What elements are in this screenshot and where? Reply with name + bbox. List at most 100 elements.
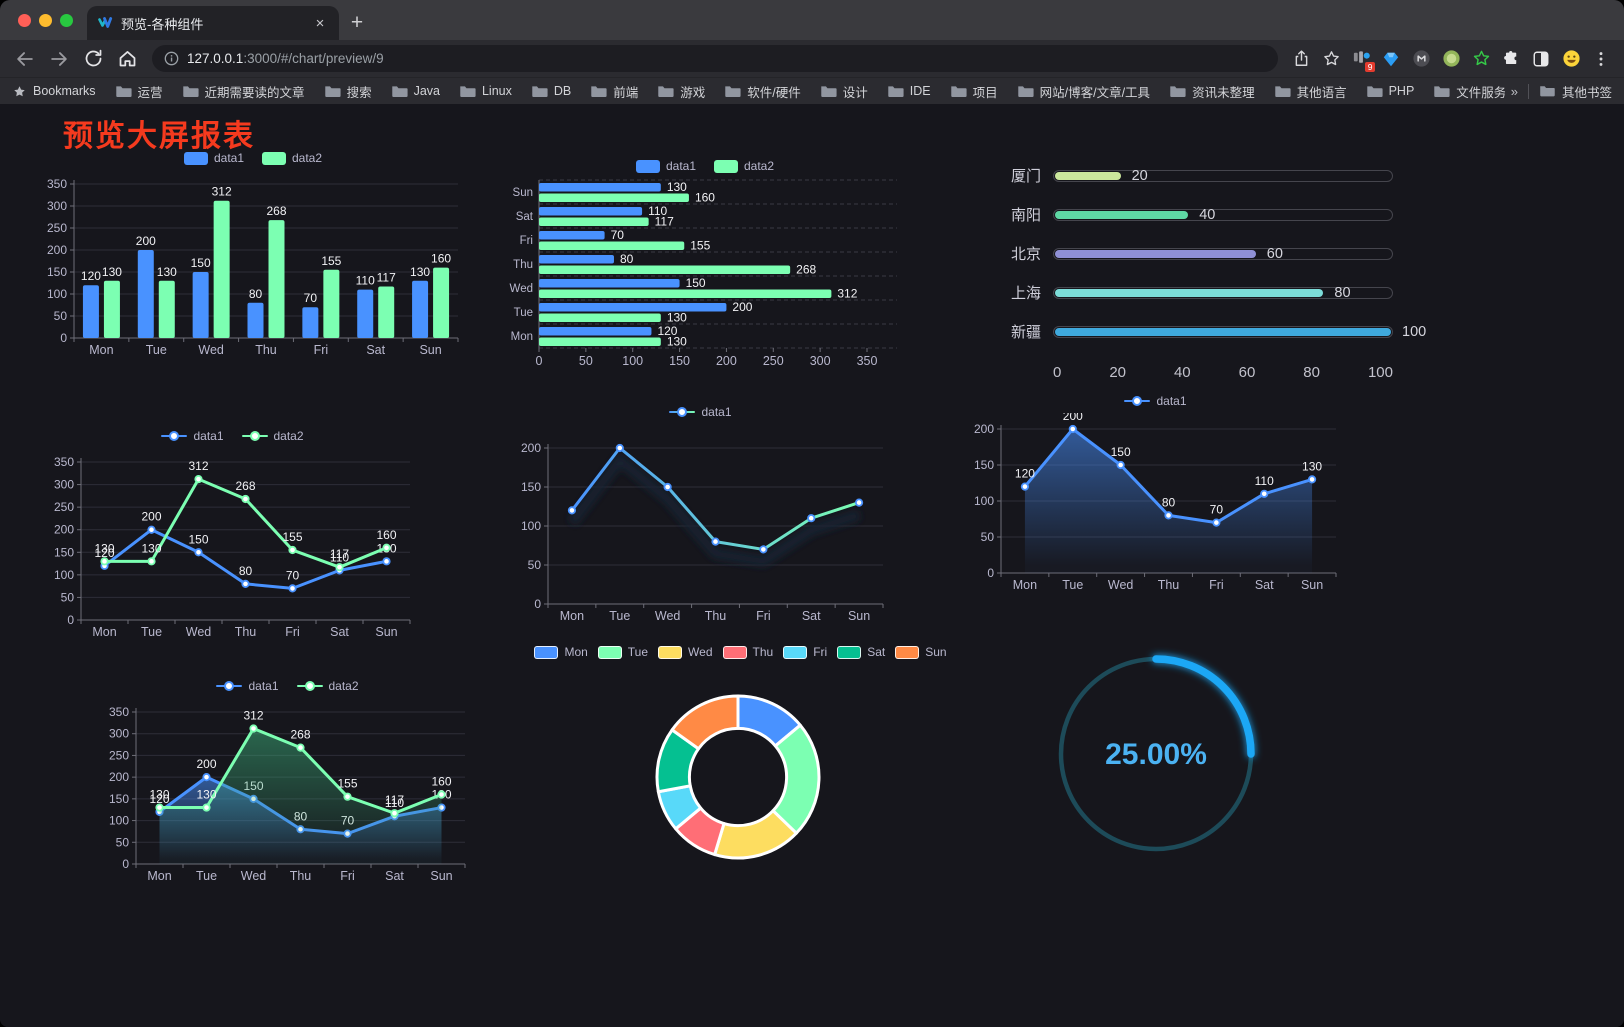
- chart-donut[interactable]: Mon Tue Wed Thu Fri Sat Sun: [534, 642, 947, 882]
- bookmark-folder[interactable]: 软件/硬件: [724, 82, 801, 101]
- chart-ring-progress[interactable]: 25.00%: [1048, 646, 1264, 862]
- progress-row[interactable]: 新疆 100: [995, 312, 1426, 351]
- svg-text:300: 300: [54, 478, 74, 492]
- close-window-button[interactable]: [18, 13, 31, 27]
- chart-area-double[interactable]: data1 data2 0 50 100 150 200 250 300 350 Mon Tue We…: [100, 676, 475, 890]
- emoji-extension-icon[interactable]: [1556, 44, 1586, 74]
- svg-text:Tue: Tue: [196, 869, 217, 883]
- extension-gem-icon[interactable]: [1376, 44, 1406, 74]
- legend-swatch: [296, 680, 323, 692]
- svg-text:130: 130: [94, 541, 114, 555]
- bookmark-folder[interactable]: 前端: [590, 82, 638, 101]
- legend-item[interactable]: Mon: [534, 645, 588, 659]
- chart-grouped-bar[interactable]: data1 data2 0 50 100 150 200 250 300 350 Mon Tue We…: [38, 148, 468, 362]
- progress-row[interactable]: 北京 60: [995, 234, 1393, 273]
- svg-text:200: 200: [136, 234, 156, 248]
- chart-legend: data1 data2: [100, 676, 475, 696]
- contrast-toggle-icon[interactable]: [1526, 44, 1556, 74]
- progress-row[interactable]: 厦门 20: [995, 156, 1393, 195]
- other-bookmarks[interactable]: 其他书签: [1539, 82, 1612, 101]
- progress-row[interactable]: 上海 80: [995, 273, 1393, 312]
- bookmark-folder[interactable]: 近期需要读的文章: [182, 82, 305, 101]
- zoom-window-button[interactable]: [60, 13, 73, 27]
- minimize-window-button[interactable]: [39, 13, 52, 27]
- svg-text:70: 70: [304, 291, 318, 305]
- reload-button[interactable]: [76, 44, 110, 74]
- tab-title: 预览-各种组件: [121, 16, 204, 32]
- svg-text:200: 200: [1063, 413, 1083, 423]
- legend-item[interactable]: data1: [216, 679, 279, 693]
- tab-close-icon[interactable]: ×: [315, 14, 325, 32]
- bookmark-folder[interactable]: 资讯未整理: [1169, 82, 1255, 101]
- address-bar[interactable]: 127.0.0.1:3000/#/chart/preview/9: [152, 45, 1278, 72]
- legend-item[interactable]: data1: [669, 405, 732, 419]
- svg-text:0: 0: [60, 331, 67, 345]
- legend-item[interactable]: Wed: [658, 645, 713, 659]
- svg-text:155: 155: [337, 777, 357, 791]
- browser-menu-icon[interactable]: [1586, 44, 1616, 74]
- bookmark-folder[interactable]: 其他语言: [1274, 82, 1347, 101]
- chart-horizontal-bar[interactable]: data1 data2 0 50 100 150 200 250 300 350 Mon 120 13…: [505, 156, 905, 370]
- legend-swatch: [722, 645, 747, 659]
- bookmark-folder[interactable]: DB: [531, 84, 571, 98]
- svg-text:50: 50: [61, 590, 75, 604]
- share-icon[interactable]: [1286, 44, 1316, 74]
- bookmark-folder[interactable]: Linux: [459, 84, 512, 98]
- extensions-puzzle-icon[interactable]: [1496, 44, 1526, 74]
- bookmark-star-icon[interactable]: [1316, 44, 1346, 74]
- progress-row[interactable]: 南阳 40: [995, 195, 1393, 234]
- new-tab-button[interactable]: +: [350, 11, 364, 34]
- legend-label: Tue: [627, 645, 649, 659]
- bookmark-folder[interactable]: 网站/博客/文章/工具: [1017, 82, 1150, 101]
- chart-line-gradient[interactable]: data1 0 50 100 150 200 Mon Tue Wed Thu Fri Sat Sun: [508, 402, 893, 636]
- bookmark-folder[interactable]: 搜索: [324, 82, 372, 101]
- legend-item[interactable]: data1: [161, 429, 224, 443]
- bookmarks-overflow-chevron[interactable]: »: [1510, 83, 1518, 99]
- site-info-icon[interactable]: [164, 51, 179, 66]
- extension-columns-icon[interactable]: 9: [1346, 44, 1376, 74]
- chart-area-single[interactable]: data1 0 50 100 150 200 Mon Tue Wed Thu Fri Sat Sun 1…: [963, 391, 1348, 599]
- extension-green-star-icon[interactable]: [1466, 44, 1496, 74]
- legend-item[interactable]: data1: [635, 159, 696, 173]
- extension-dark-circle-icon[interactable]: [1406, 44, 1436, 74]
- bookmark-folder[interactable]: 游戏: [657, 82, 705, 101]
- chart-progress-bars[interactable]: 厦门 20 南阳 40 北京 60 上海 80 新疆 100 0 20 40 60 80 100: [995, 156, 1426, 382]
- home-button[interactable]: [110, 44, 144, 74]
- extension-badge: 9: [1365, 61, 1375, 72]
- back-button[interactable]: [8, 44, 42, 74]
- bookmarks-root[interactable]: Bookmarks: [12, 84, 96, 99]
- legend-item[interactable]: data2: [262, 151, 322, 165]
- extension-green-circle-icon[interactable]: [1436, 44, 1466, 74]
- legend-swatch: [783, 645, 808, 659]
- bookmark-folder[interactable]: 设计: [820, 82, 868, 101]
- browser-tab[interactable]: 预览-各种组件 ×: [87, 6, 339, 40]
- tab-strip: 预览-各种组件 × +: [0, 0, 1624, 40]
- bookmark-folder[interactable]: PHP: [1366, 84, 1414, 98]
- legend-label: data1: [701, 405, 732, 419]
- bookmark-folder[interactable]: IDE: [887, 84, 931, 98]
- legend-item[interactable]: Sat: [837, 645, 885, 659]
- chart-legend: Mon Tue Wed Thu Fri Sat Sun: [534, 642, 947, 662]
- legend-item[interactable]: data2: [296, 679, 359, 693]
- legend-item[interactable]: data1: [1124, 394, 1187, 408]
- legend-item[interactable]: Thu: [722, 645, 773, 659]
- legend-swatch: [714, 159, 738, 173]
- bookmark-folder[interactable]: 运营: [115, 82, 163, 101]
- legend-swatch: [837, 645, 862, 659]
- legend-item[interactable]: Fri: [783, 645, 827, 659]
- legend-item[interactable]: data2: [714, 159, 774, 173]
- svg-text:250: 250: [763, 354, 784, 368]
- bookmark-folder[interactable]: 文件服务器: [1433, 82, 1505, 101]
- svg-text:110: 110: [1255, 474, 1274, 488]
- legend-item[interactable]: data1: [183, 151, 244, 165]
- svg-text:300: 300: [109, 727, 129, 741]
- legend-item[interactable]: Sun: [895, 645, 947, 659]
- chart-line-double[interactable]: data1 data2 0 50 100 150 200 250 300 350 Mon Tue We…: [45, 426, 420, 646]
- forward-button[interactable]: [42, 44, 76, 74]
- legend-item[interactable]: Tue: [597, 645, 649, 659]
- bookmark-folder[interactable]: Java: [391, 84, 440, 98]
- bookmark-folder[interactable]: 项目: [950, 82, 998, 101]
- svg-text:Thu: Thu: [513, 259, 533, 271]
- legend-item[interactable]: data2: [241, 429, 304, 443]
